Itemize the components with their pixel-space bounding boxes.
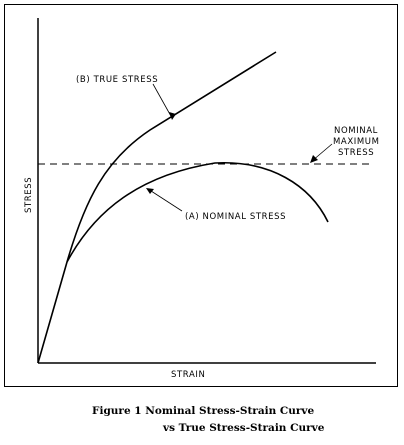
strain-axis-label: STRAIN xyxy=(171,370,205,380)
nominal-max-label-line1: NOMINAL xyxy=(334,126,378,136)
nominal-stress-curve xyxy=(66,162,329,263)
true-stress-leader-arrow xyxy=(169,112,176,120)
true-stress-leader xyxy=(152,83,173,119)
nominal-stress-leader xyxy=(147,188,183,212)
caption-line-1: Figure 1 Nominal Stress-Strain Curve xyxy=(92,405,315,417)
nominal-stress-leader-arrow xyxy=(146,188,154,194)
nominal-max-label-line2: MAXIMUM xyxy=(333,137,380,147)
figure-frame xyxy=(4,4,398,387)
nominal-max-label-line3: STRESS xyxy=(338,148,374,158)
caption-line-2: vs True Stress-Strain Curve xyxy=(163,422,325,434)
true-stress-curve xyxy=(66,51,277,263)
nominal-maximum-leader-arrow xyxy=(310,155,318,163)
stress-axis-label: STRESS xyxy=(24,177,34,213)
true-stress-label: (B) TRUE STRESS xyxy=(76,75,158,85)
elastic-region-line xyxy=(37,261,68,364)
nominal-stress-label: (A) NOMINAL STRESS xyxy=(185,212,286,222)
